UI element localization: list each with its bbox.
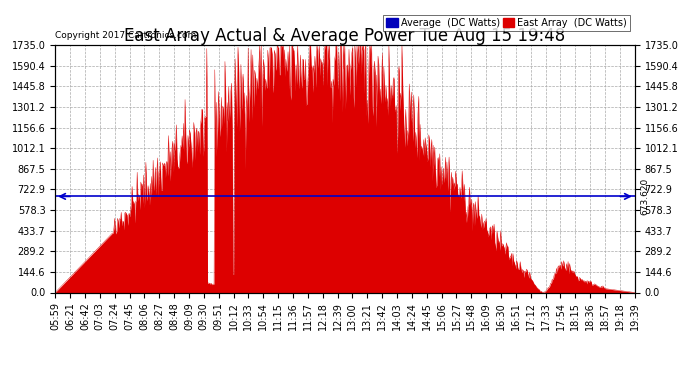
- Legend: Average  (DC Watts), East Array  (DC Watts): Average (DC Watts), East Array (DC Watts…: [383, 15, 630, 31]
- Text: 673.620: 673.620: [640, 178, 649, 215]
- Title: East Array Actual & Average Power Tue Aug 15 19:48: East Array Actual & Average Power Tue Au…: [124, 27, 566, 45]
- Text: Copyright 2017 Cartronics.com: Copyright 2017 Cartronics.com: [55, 31, 197, 40]
